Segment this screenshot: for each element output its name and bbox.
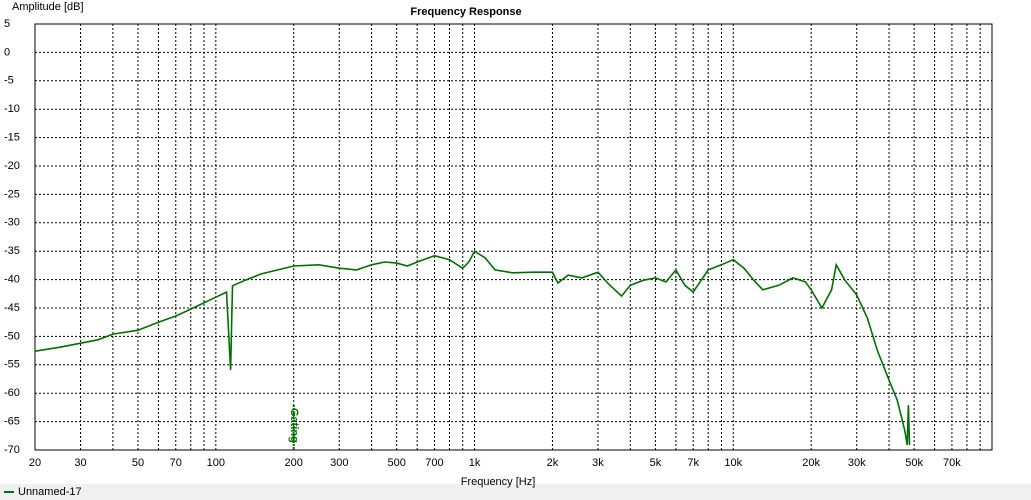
y-tick-label: -45 bbox=[4, 302, 20, 314]
y-tick-label: -50 bbox=[4, 330, 20, 342]
y-tick-label: -60 bbox=[4, 387, 20, 399]
x-tick-label: 1k bbox=[469, 457, 481, 469]
y-tick-label: -20 bbox=[4, 160, 20, 172]
x-tick-label: 20 bbox=[29, 457, 41, 469]
x-tick-label: 200 bbox=[285, 457, 303, 469]
y-tick-label: -15 bbox=[4, 132, 20, 144]
y-tick-label: -70 bbox=[4, 444, 20, 456]
x-tick-label: 30 bbox=[74, 457, 86, 469]
legend-label: Unnamed-17 bbox=[18, 486, 82, 498]
chart-title: Frequency Response bbox=[410, 6, 521, 18]
legend-area bbox=[0, 484, 1031, 500]
x-tick-label: 7k bbox=[687, 457, 699, 469]
y-tick-label: -5 bbox=[4, 75, 14, 87]
x-tick-label: 50 bbox=[132, 457, 144, 469]
y-tick-label: -65 bbox=[4, 416, 20, 428]
y-tick-label: -35 bbox=[4, 245, 20, 257]
x-tick-label: 700 bbox=[425, 457, 443, 469]
x-tick-label: 30k bbox=[848, 457, 866, 469]
x-tick-label: 500 bbox=[387, 457, 405, 469]
x-tick-label: 70k bbox=[943, 457, 961, 469]
x-tick-label: 50k bbox=[905, 457, 923, 469]
y-tick-label: 0 bbox=[4, 46, 10, 58]
y-tick-label: -30 bbox=[4, 217, 20, 229]
annotation-text: Gating bbox=[288, 408, 300, 443]
series-line bbox=[34, 250, 911, 446]
x-axis-label: Frequency [Hz] bbox=[461, 476, 536, 488]
x-tick-label: 5k bbox=[650, 457, 662, 469]
x-tick-label: 70 bbox=[170, 457, 182, 469]
y-tick-label: 5 bbox=[4, 18, 10, 30]
y-tick-label: -25 bbox=[4, 188, 20, 200]
x-tick-label: 2k bbox=[547, 457, 559, 469]
y-tick-label: -55 bbox=[4, 359, 20, 371]
x-tick-label: 20k bbox=[802, 457, 820, 469]
chart-area bbox=[0, 0, 1031, 484]
y-tick-label: -40 bbox=[4, 274, 20, 286]
x-tick-label: 100 bbox=[207, 457, 225, 469]
x-tick-label: 300 bbox=[330, 457, 348, 469]
x-tick-label: 3k bbox=[592, 457, 604, 469]
x-tick-label: 10k bbox=[724, 457, 742, 469]
y-axis-label: Amplitude [dB] bbox=[12, 1, 84, 13]
y-tick-label: -10 bbox=[4, 103, 20, 115]
